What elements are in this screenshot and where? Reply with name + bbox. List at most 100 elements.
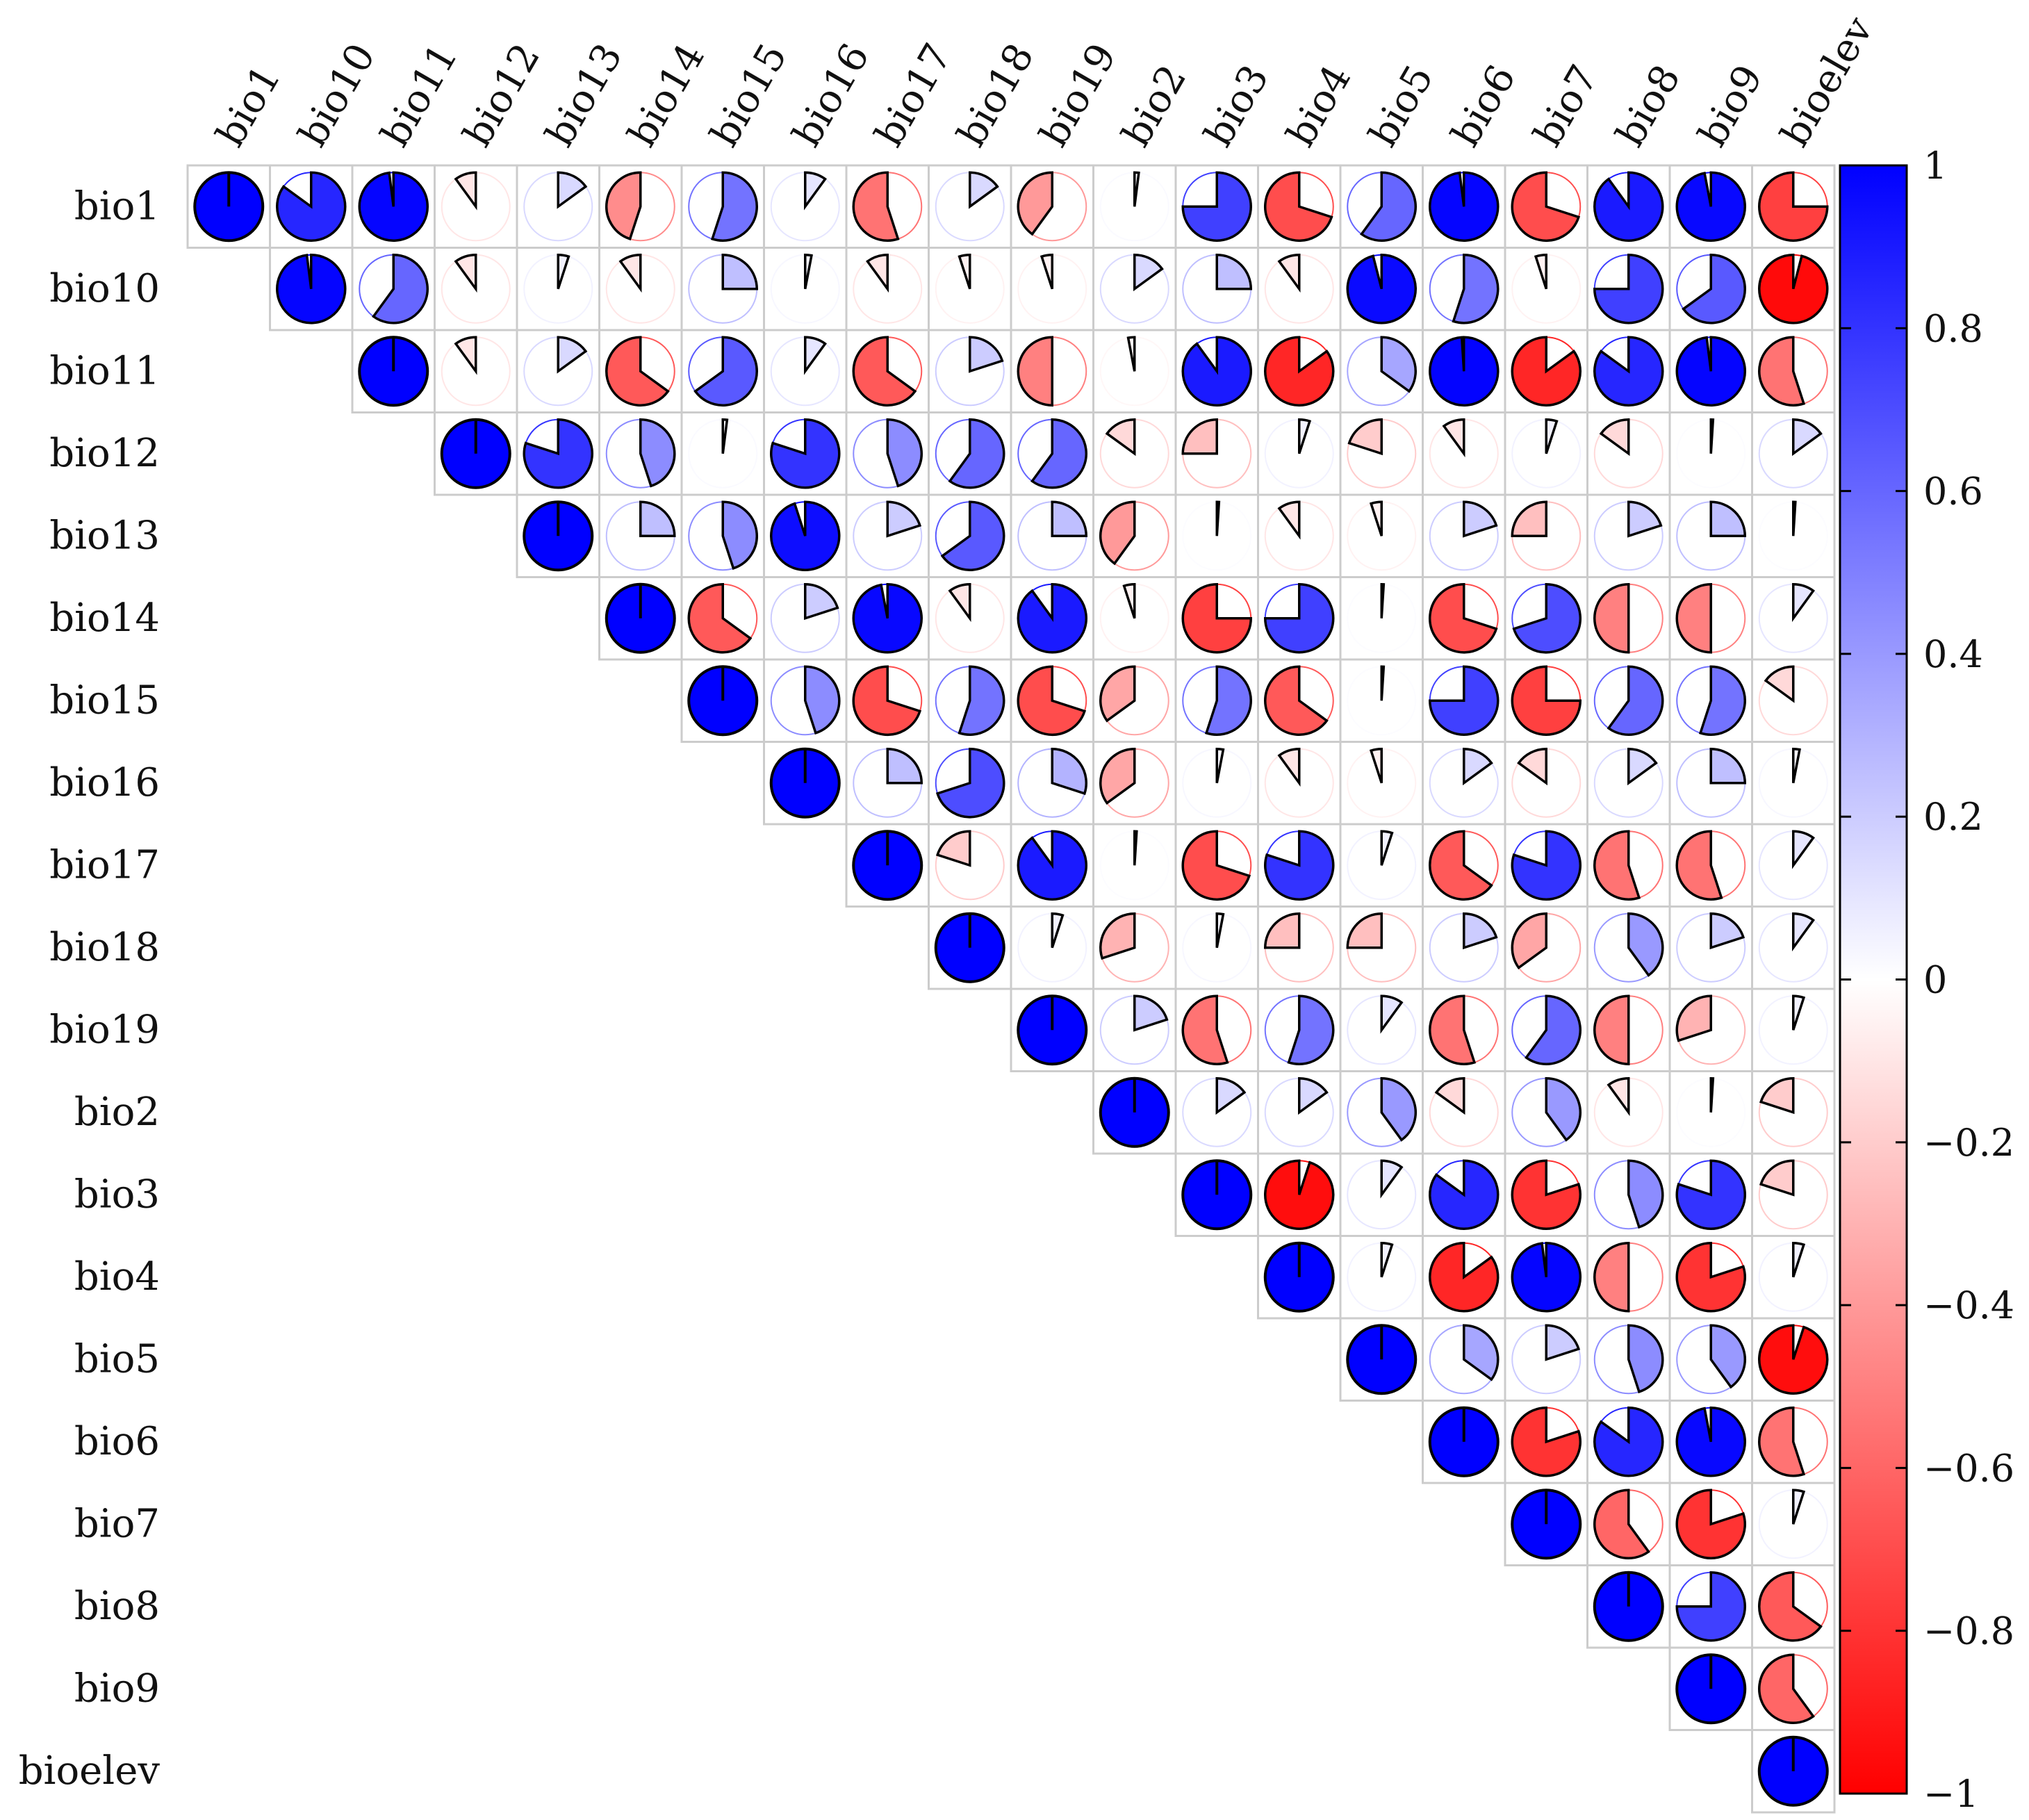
pie-wedge: [1698, 665, 1746, 736]
pie-wedge: [886, 418, 923, 488]
pie-wedge: [1709, 1324, 1746, 1389]
cell-bio11-bio19: [1010, 329, 1094, 413]
pie-wedge: [1181, 830, 1251, 901]
pie-wedge: [1429, 830, 1493, 901]
pie-wedge: [618, 253, 642, 293]
cell-bio1-bio4: [1257, 164, 1342, 249]
cell-bio18-bio4: [1257, 905, 1342, 990]
pie-wedge: [969, 336, 1004, 373]
pie-wedge: [1758, 253, 1829, 325]
pie-wedge: [1545, 1076, 1582, 1142]
pie-wedge: [1133, 994, 1169, 1032]
cell-bio11-bio5: [1339, 329, 1424, 413]
pie-wedge: [1593, 171, 1664, 242]
cell-bio5-bio6: [1422, 1317, 1506, 1402]
cell-bio14-bio7: [1504, 576, 1588, 661]
pie-wedge: [1675, 1406, 1746, 1477]
cell-bio12-bio12: [434, 411, 518, 496]
pie-wedge: [852, 665, 922, 736]
cell-bio8-bioelev: [1751, 1564, 1836, 1649]
pie-wedge: [1429, 336, 1500, 407]
row-label: bio15: [49, 678, 160, 723]
pie-wedge: [1511, 1241, 1582, 1313]
row-label: bio5: [74, 1336, 160, 1382]
pie-wedge: [1709, 912, 1745, 950]
pie-wedge: [358, 171, 429, 242]
pie-wedge: [639, 418, 676, 488]
cell-bio10-bio16: [763, 247, 848, 331]
cell-bio13-bio16: [763, 493, 848, 578]
pie-wedge: [1442, 418, 1465, 458]
row-label: bio12: [49, 431, 160, 476]
cell-bio15-bio9: [1668, 658, 1753, 743]
pie-wedge: [1264, 336, 1335, 407]
pie-wedge: [935, 747, 1005, 819]
pie-wedge: [687, 582, 753, 654]
row-label: bioelev: [19, 1748, 161, 1794]
cell-bio16-bioelev: [1751, 741, 1836, 826]
cell-bio17-bio8: [1586, 823, 1671, 908]
cell-bio9-bio9: [1668, 1646, 1753, 1731]
cell-bio1-bioelev: [1751, 164, 1836, 249]
cell-bio1-bio2: [1092, 164, 1177, 249]
cell-bio12-bio3: [1174, 411, 1259, 496]
pie-wedge: [1051, 500, 1088, 537]
cell-bio18-bio3: [1174, 905, 1259, 990]
cell-bio11-bio7: [1504, 329, 1588, 413]
cell-bio14-bio6: [1422, 576, 1506, 661]
cell-bio14-bio8: [1586, 576, 1671, 661]
cell-bio13-bioelev: [1751, 493, 1836, 578]
cell-bio15-bio15: [680, 658, 765, 743]
cell-bio18-bio19: [1010, 905, 1094, 990]
cell-bio12-bio18: [928, 411, 1012, 496]
cell-bio10-bioelev: [1751, 247, 1836, 331]
cell-bio12-bio13: [516, 411, 600, 496]
cell-bio13-bio19: [1010, 493, 1094, 578]
cell-bio19-bio9: [1668, 987, 1753, 1072]
pie-wedge: [1298, 1076, 1329, 1115]
cell-bio1-bio7: [1504, 164, 1588, 249]
row-label: bio3: [74, 1172, 160, 1217]
pie-wedge: [1215, 500, 1221, 536]
cell-bio13-bio8: [1586, 493, 1671, 578]
cell-bio6-bio9: [1668, 1400, 1753, 1484]
pie-wedge: [804, 253, 813, 290]
cell-bio10-bio19: [1010, 247, 1094, 331]
cell-bio18-bio18: [928, 905, 1012, 990]
cell-bio16-bio7: [1504, 741, 1588, 826]
cell-bio5-bio8: [1586, 1317, 1671, 1402]
pie-wedge: [1017, 336, 1053, 407]
cell-bio15-bio6: [1422, 658, 1506, 743]
pie-wedge: [454, 171, 477, 211]
pie-wedge: [1017, 830, 1087, 901]
pie-wedge: [852, 171, 900, 242]
cell-bio14-bio19: [1010, 576, 1094, 661]
pie-wedge: [639, 500, 676, 537]
cell-bio13-bio14: [598, 493, 683, 578]
column-label: bio12: [455, 36, 550, 154]
colorbar-tick-label: −0.4: [1923, 1284, 2014, 1327]
pie-wedge: [1030, 418, 1087, 489]
pie-wedge: [721, 500, 758, 571]
pie-wedge: [940, 500, 1005, 571]
colorbar-tick-label: 0.8: [1923, 306, 1983, 350]
cell-bio2-bio5: [1339, 1070, 1424, 1155]
pie-wedge: [1792, 747, 1801, 784]
pie-wedge: [1758, 1324, 1829, 1395]
pie-wedge: [1181, 171, 1252, 242]
cell-bio1-bio11: [351, 164, 436, 249]
pie-wedge: [1133, 171, 1140, 207]
pie-wedge: [1593, 1489, 1650, 1559]
cell-bio13-bio3: [1174, 493, 1259, 578]
cell-bio15-bio16: [763, 658, 848, 743]
row-label: bio10: [49, 266, 160, 311]
pie-wedge: [1380, 582, 1386, 618]
column-label: bio9: [1690, 58, 1772, 154]
cell-bio14-bio14: [598, 576, 683, 661]
cell-bio15-bio18: [928, 658, 1012, 743]
cell-bio2-bio8: [1586, 1070, 1671, 1155]
column-label: bio18: [949, 36, 1044, 154]
row-label: bio11: [49, 348, 160, 393]
cell-bio6-bioelev: [1751, 1400, 1836, 1484]
pie-wedge: [1511, 1159, 1582, 1230]
